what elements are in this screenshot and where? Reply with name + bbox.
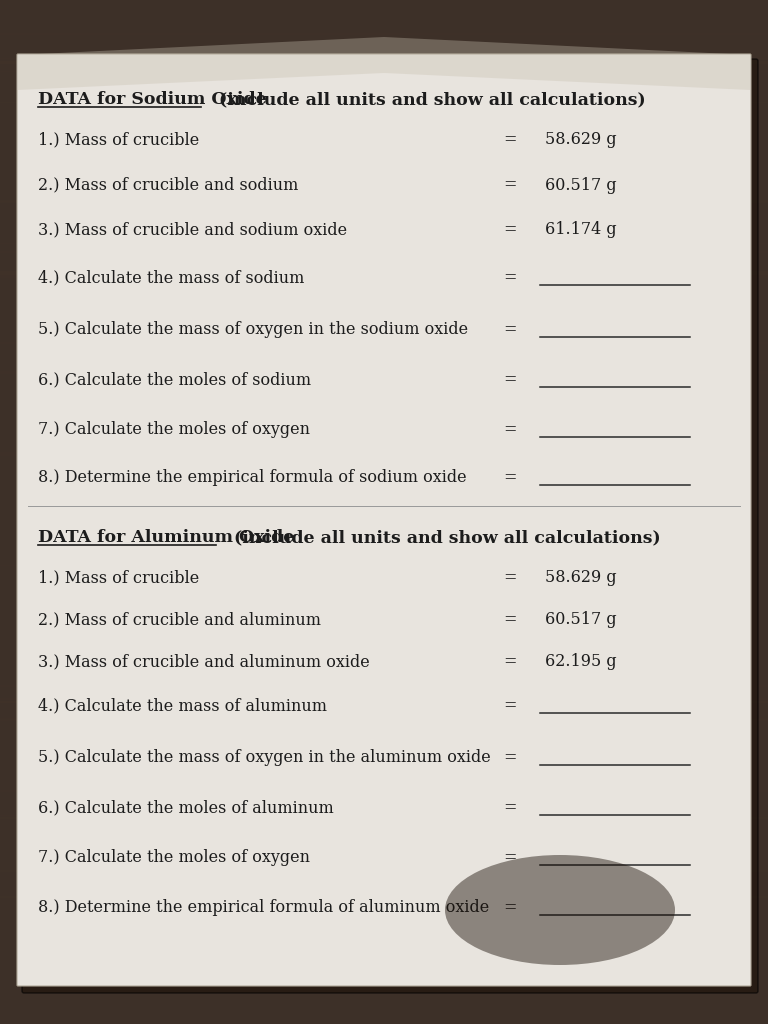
Text: =: = <box>503 850 517 866</box>
Text: 6.) Calculate the moles of sodium: 6.) Calculate the moles of sodium <box>38 372 311 388</box>
Text: =: = <box>503 611 517 629</box>
Text: 1.) Mass of crucible: 1.) Mass of crucible <box>38 569 199 587</box>
Text: =: = <box>503 469 517 486</box>
Text: 2.) Mass of crucible and sodium: 2.) Mass of crucible and sodium <box>38 176 299 194</box>
Text: =: = <box>503 899 517 916</box>
Text: =: = <box>503 569 517 587</box>
Text: 60.517 g: 60.517 g <box>545 176 617 194</box>
Text: 4.) Calculate the mass of sodium: 4.) Calculate the mass of sodium <box>38 269 304 287</box>
Text: 60.517 g: 60.517 g <box>545 611 617 629</box>
Text: =: = <box>503 422 517 438</box>
Text: DATA for Sodium Oxide: DATA for Sodium Oxide <box>38 91 266 109</box>
Text: =: = <box>503 750 517 767</box>
Text: =: = <box>503 653 517 671</box>
Text: 3.) Mass of crucible and sodium oxide: 3.) Mass of crucible and sodium oxide <box>38 221 347 239</box>
Text: =: = <box>503 800 517 816</box>
Text: =: = <box>503 269 517 287</box>
Text: (include all units and show all calculations): (include all units and show all calculat… <box>200 91 645 109</box>
Text: 8.) Determine the empirical formula of sodium oxide: 8.) Determine the empirical formula of s… <box>38 469 467 486</box>
Text: 58.629 g: 58.629 g <box>545 131 617 148</box>
Text: =: = <box>503 131 517 148</box>
Text: =: = <box>503 372 517 388</box>
Text: 3.) Mass of crucible and aluminum oxide: 3.) Mass of crucible and aluminum oxide <box>38 653 369 671</box>
Text: 61.174 g: 61.174 g <box>545 221 617 239</box>
Text: =: = <box>503 221 517 239</box>
Text: =: = <box>503 697 517 715</box>
Text: 58.629 g: 58.629 g <box>545 569 617 587</box>
Text: 4.) Calculate the mass of aluminum: 4.) Calculate the mass of aluminum <box>38 697 327 715</box>
Text: 8.) Determine the empirical formula of aluminum oxide: 8.) Determine the empirical formula of a… <box>38 899 489 916</box>
Text: (include all units and show all calculations): (include all units and show all calculat… <box>217 529 661 547</box>
Text: 1.) Mass of crucible: 1.) Mass of crucible <box>38 131 199 148</box>
Text: 2.) Mass of crucible and aluminum: 2.) Mass of crucible and aluminum <box>38 611 321 629</box>
FancyBboxPatch shape <box>22 59 758 993</box>
Polygon shape <box>18 37 750 90</box>
Text: =: = <box>503 322 517 339</box>
Text: 5.) Calculate the mass of oxygen in the sodium oxide: 5.) Calculate the mass of oxygen in the … <box>38 322 468 339</box>
Text: DATA for Aluminum Oxide: DATA for Aluminum Oxide <box>38 529 294 547</box>
Text: 6.) Calculate the moles of aluminum: 6.) Calculate the moles of aluminum <box>38 800 334 816</box>
Text: =: = <box>503 176 517 194</box>
Text: 62.195 g: 62.195 g <box>545 653 617 671</box>
Text: 5.) Calculate the mass of oxygen in the aluminum oxide: 5.) Calculate the mass of oxygen in the … <box>38 750 491 767</box>
Text: 7.) Calculate the moles of oxygen: 7.) Calculate the moles of oxygen <box>38 422 310 438</box>
Ellipse shape <box>445 855 675 965</box>
Text: 7.) Calculate the moles of oxygen: 7.) Calculate the moles of oxygen <box>38 850 310 866</box>
FancyBboxPatch shape <box>17 54 751 986</box>
